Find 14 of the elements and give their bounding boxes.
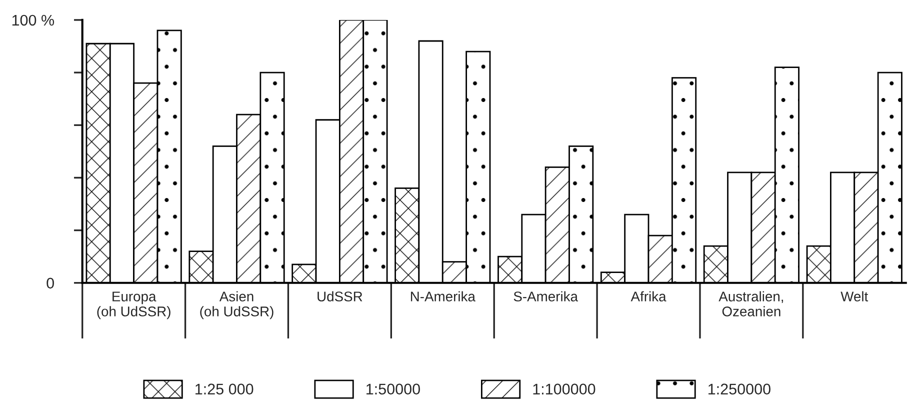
x-tick-label: Afrika <box>630 291 666 302</box>
x-tick-label: Asien (oh UdSSR) <box>200 291 274 320</box>
x-tick-label: N-Amerika <box>410 291 476 302</box>
legend-label: 1:25 000 <box>196 384 254 394</box>
legend-label: 1:250000 <box>708 384 770 394</box>
x-tick-label: Australien, Ozeanien <box>718 291 784 316</box>
x-tick-label: Welt <box>840 291 868 302</box>
legend-label: 1:100000 <box>533 384 596 394</box>
x-tick-label: Europa (oh UdSSR) <box>97 292 170 320</box>
x-tick-label: S-Amerika <box>514 291 578 302</box>
x-tick-label: UdSSR <box>318 291 362 302</box>
y-tick-label: 100 % <box>12 14 54 26</box>
legend-label: 1:50000 <box>366 384 420 394</box>
y-tick-label: 0 <box>46 278 54 289</box>
